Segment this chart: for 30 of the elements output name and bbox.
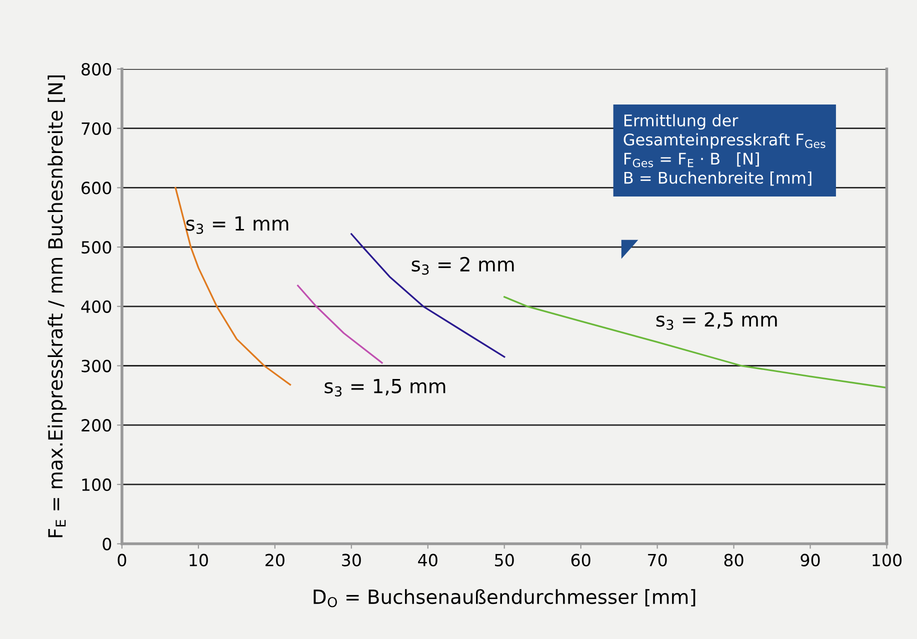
x-tick-label: 50: [495, 554, 514, 566]
series-label: s$_{3}$ = 1,5 mm: [324, 378, 446, 397]
y-tick-label: 200: [82, 419, 112, 432]
x-tick-label: 30: [342, 554, 361, 566]
line-series: [504, 296, 887, 389]
x-tick-label: 10: [190, 554, 208, 566]
x-tick-label: 90: [800, 554, 820, 566]
x-axis-title: D$_{O}$ = Buchsenaußendurchmesser [mm]: [314, 589, 696, 608]
x-tick-label: 20: [266, 554, 284, 566]
y-tick-label: 700: [82, 122, 112, 135]
series-label: s$_{3}$ = 1 mm: [186, 216, 288, 234]
line-series: [174, 186, 292, 386]
x-tick-label: 60: [571, 554, 590, 566]
x-tick-label: 0: [118, 554, 126, 566]
y-tick-label: 600: [82, 182, 112, 194]
x-tick-label: 40: [418, 554, 438, 566]
line-series: [297, 284, 383, 364]
y-tick-label: 300: [82, 360, 112, 372]
y-tick-label: 500: [82, 241, 112, 254]
y-tick-label: 100: [82, 478, 112, 492]
y-axis-title: F$_{E}$ = max.Einpresskraft / mm Buchesnbreite [N]: [48, 76, 66, 538]
series-label: s$_{3}$ = 2,5 mm: [656, 312, 777, 330]
y-tick-label: 800: [82, 62, 112, 76]
y-tick-label: 400: [81, 300, 112, 313]
x-tick-label: 100: [872, 554, 902, 566]
text: Ermittlung der Gesamteinpresskraft F$_{Ges}$ F$_{Ges}$ = F$_{E}$ · B [N] B = Buchenbreite [mm]: [624, 114, 826, 186]
series-label: s$_{3}$ = 2 mm: [412, 256, 514, 275]
x-tick-label: 70: [648, 554, 667, 566]
x-tick-label: 80: [724, 554, 744, 566]
y-tick-label: 0: [102, 538, 112, 550]
